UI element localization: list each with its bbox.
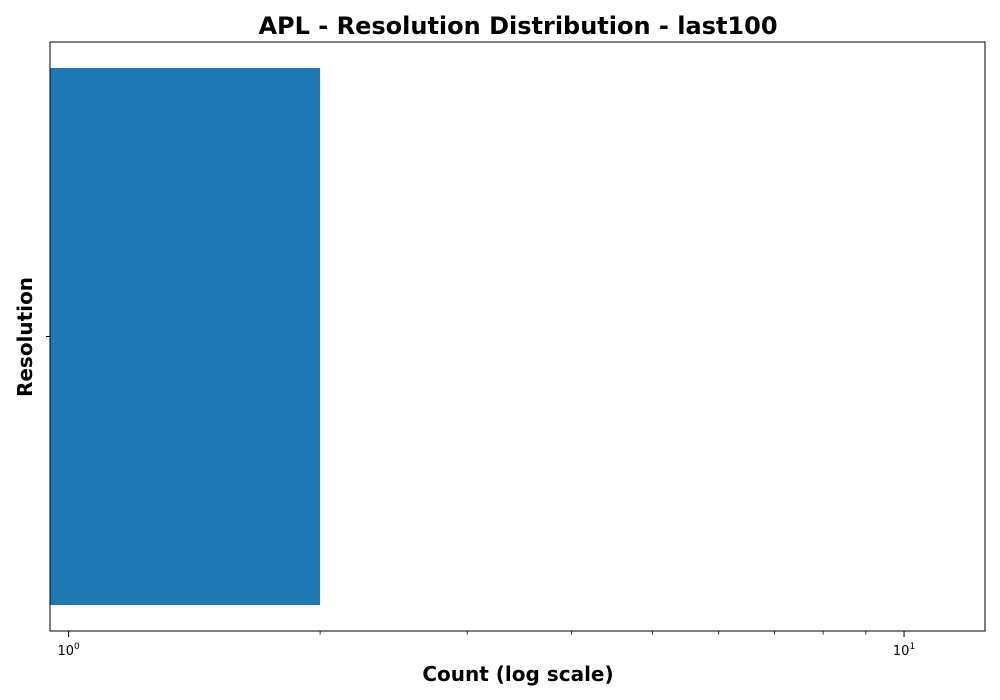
x-tick-label: 100 — [57, 642, 80, 659]
chart-title: APL - Resolution Distribution - last100 — [258, 12, 777, 40]
x-tick-label: 101 — [893, 642, 915, 659]
plot-area: 100 101 — [46, 68, 915, 659]
x-axis-label: Count (log scale) — [422, 662, 613, 686]
bar — [50, 68, 320, 605]
y-axis-label: Resolution — [13, 277, 37, 397]
